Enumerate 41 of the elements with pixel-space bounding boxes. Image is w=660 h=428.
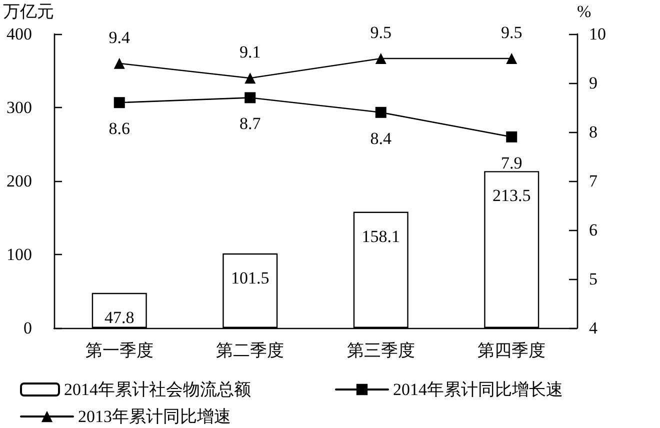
y2-tick-label: 5 [589,270,598,288]
x-tick-label: 第四季度 [478,341,546,360]
data-label: 9.5 [370,23,392,42]
y2-axis-title: % [577,2,592,21]
point [114,97,125,108]
y2-tick-label: 8 [589,122,598,142]
legend-label: 2014年累计同比增长速 [393,380,563,399]
y2-tick-label: 9 [589,74,598,92]
point [114,58,125,69]
x-tick-label: 第二季度 [216,341,284,360]
legend-label: 2014年累计社会物流总额 [64,380,251,399]
y-tick-label: 200 [6,172,32,190]
y-tick-label: 100 [6,245,32,264]
data-label: 9.5 [501,23,522,42]
y2-tick-label: 10 [589,24,606,44]
point [244,72,256,84]
y-axis-title: 万亿元 [3,2,54,21]
y2-tick-label: 4 [589,318,598,338]
data-label: 213.5 [492,186,531,206]
data-label: 101.5 [231,268,270,288]
point [375,106,386,118]
data-label: 8.7 [240,114,262,134]
point [375,53,386,64]
data-label: 8.4 [370,128,392,148]
y-tick-label: 300 [6,98,32,117]
point [506,53,518,64]
y-tick-label: 0 [24,318,32,338]
y2-tick-label: 6 [589,220,598,240]
data-label: 9.4 [108,28,130,47]
data-label: 8.6 [108,119,130,138]
y2-tick-label: 7 [589,172,598,190]
data-label: 158.1 [362,226,400,246]
data-label: 47.8 [104,308,134,327]
point [244,92,256,104]
x-tick-label: 第三季度 [346,341,415,360]
data-label: 9.1 [240,42,261,62]
y-tick-label: 400 [6,24,32,44]
x-tick-label: 第一季度 [85,341,154,360]
point [506,131,518,142]
data-label: 7.9 [501,153,522,172]
legend-label: 2013年累计同比增速 [78,407,231,426]
